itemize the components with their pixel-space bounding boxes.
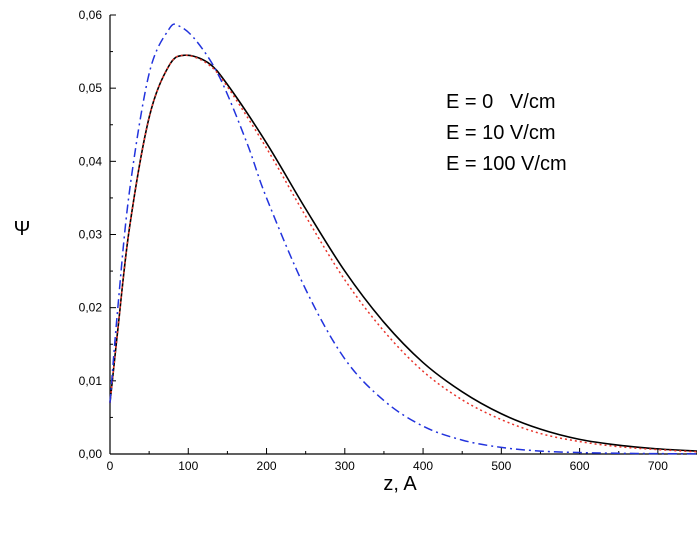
x-axis-title: z, A bbox=[383, 473, 417, 495]
x-tick-label: 300 bbox=[335, 459, 355, 473]
legend-entry: E = 10 V/cm bbox=[446, 122, 556, 144]
x-tick-label: 400 bbox=[413, 459, 433, 473]
y-tick-label: 0,05 bbox=[79, 81, 103, 95]
x-tick-label: 500 bbox=[491, 459, 511, 473]
y-tick-label: 0,00 bbox=[79, 447, 103, 461]
y-tick-label: 0,01 bbox=[79, 374, 103, 388]
series-line-0 bbox=[109, 54, 697, 452]
x-tick-label: 600 bbox=[570, 459, 590, 473]
series-line-1 bbox=[109, 54, 697, 453]
series-line-2 bbox=[109, 23, 697, 455]
x-tick-label: 200 bbox=[257, 459, 277, 473]
legend: E = 0 V/cm E = 10 V/cm E = 100 V/cm bbox=[446, 91, 567, 175]
x-tick-label: 700 bbox=[648, 459, 668, 473]
legend-entry: E = 0 V/cm bbox=[446, 91, 555, 113]
y-tick-label: 0,03 bbox=[79, 228, 103, 242]
x-tick-label: 100 bbox=[178, 459, 198, 473]
y-tick-label: 0,06 bbox=[79, 8, 103, 22]
y-tick-label: 0,04 bbox=[79, 154, 103, 168]
y-tick-label: 0,02 bbox=[79, 301, 103, 315]
series-layer bbox=[109, 23, 697, 455]
x-tick-label: 0 bbox=[107, 459, 114, 473]
legend-entry: E = 100 V/cm bbox=[446, 153, 567, 175]
y-axis-title: Ψ bbox=[14, 218, 31, 240]
